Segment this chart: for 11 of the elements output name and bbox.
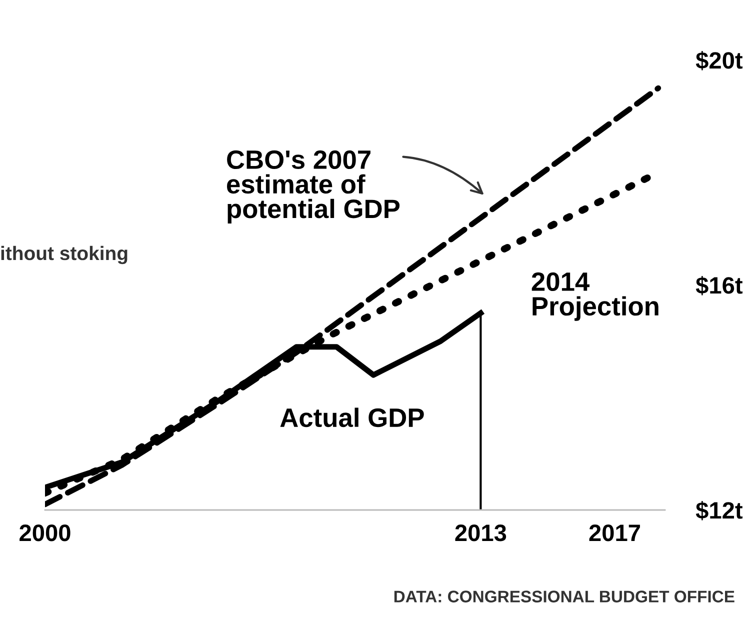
x-tick-label: 2000 [20, 524, 70, 542]
series-label: CBO's 2007 estimate of potential GDP [227, 150, 400, 224]
series-label: Actual GDP [280, 408, 424, 428]
x-tick-label: 2013 [455, 524, 506, 542]
text: DATA: CONGRESSIONAL BUDGET OFFICE [394, 590, 734, 602]
y-tick-label: $20t [696, 51, 743, 70]
x-tick-label: 2017 [589, 524, 640, 542]
y-tick-label: $12t [696, 501, 743, 520]
y-tick-label: $16t [696, 276, 743, 296]
series-label: 2014 Projection [532, 272, 658, 321]
annotation: ithout stoking [1, 246, 128, 264]
